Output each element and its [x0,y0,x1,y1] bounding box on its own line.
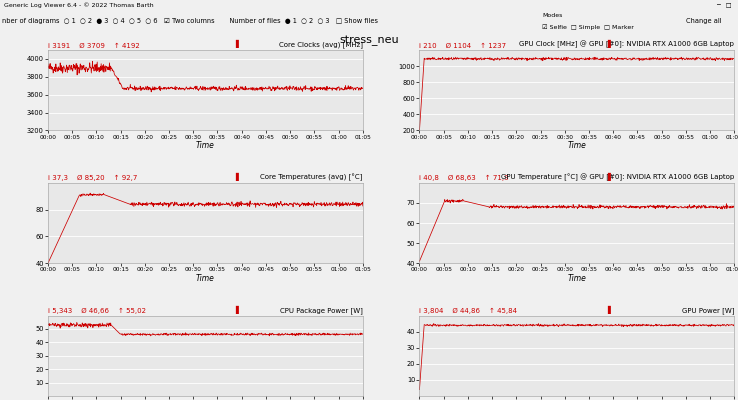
X-axis label: Time: Time [196,141,215,150]
Text: Modes: Modes [542,13,563,18]
Text: ▌: ▌ [607,305,613,314]
Text: Generic Log Viewer 6.4 - © 2022 Thomas Barth: Generic Log Viewer 6.4 - © 2022 Thomas B… [4,3,154,8]
Text: GPU Power [W]: GPU Power [W] [682,307,734,314]
Text: ▌: ▌ [235,305,241,314]
Text: Core Temperatures (avg) [°C]: Core Temperatures (avg) [°C] [261,174,363,181]
Text: Core Clocks (avg) [MHz]: Core Clocks (avg) [MHz] [279,42,363,48]
X-axis label: Time: Time [568,274,586,283]
Text: ☑ Selfie  □ Simple  □ Marker: ☑ Selfie □ Simple □ Marker [542,24,634,30]
X-axis label: Time: Time [568,141,586,150]
Text: ▌: ▌ [607,172,613,181]
Text: ▌: ▌ [607,39,613,48]
Text: ▌: ▌ [235,39,241,48]
Text: stress_neu: stress_neu [339,36,399,46]
Text: GPU Clock [MHz] @ GPU [#0]: NVIDIA RTX A1000 6GB Laptop: GPU Clock [MHz] @ GPU [#0]: NVIDIA RTX A… [520,41,734,48]
Text: GPU Temperature [°C] @ GPU [#0]: NVIDIA RTX A1000 6GB Laptop: GPU Temperature [°C] @ GPU [#0]: NVIDIA … [501,174,734,181]
Text: Change all: Change all [686,18,722,24]
Text: ▌: ▌ [235,172,241,181]
Text: i 3,804    Ø 44,86    ↑ 45,84: i 3,804 Ø 44,86 ↑ 45,84 [419,308,517,314]
Text: i 5,343    Ø 46,66    ↑ 55,02: i 5,343 Ø 46,66 ↑ 55,02 [48,308,146,314]
Text: i 40,8    Ø 68,63    ↑ 71,3: i 40,8 Ø 68,63 ↑ 71,3 [419,175,509,181]
Text: nber of diagrams  ○ 1  ○ 2  ● 3  ○ 4  ○ 5  ○ 6   ☑ Two columns       Number of f: nber of diagrams ○ 1 ○ 2 ● 3 ○ 4 ○ 5 ○ 6… [2,18,378,24]
Text: i 3191    Ø 3709    ↑ 4192: i 3191 Ø 3709 ↑ 4192 [48,42,139,48]
Text: ─   □   ✕: ─ □ ✕ [716,3,738,8]
Text: i 37,3    Ø 85,20    ↑ 92,7: i 37,3 Ø 85,20 ↑ 92,7 [48,175,137,181]
X-axis label: Time: Time [196,274,215,283]
Text: i 210    Ø 1104    ↑ 1237: i 210 Ø 1104 ↑ 1237 [419,42,506,48]
Text: CPU Package Power [W]: CPU Package Power [W] [280,307,363,314]
